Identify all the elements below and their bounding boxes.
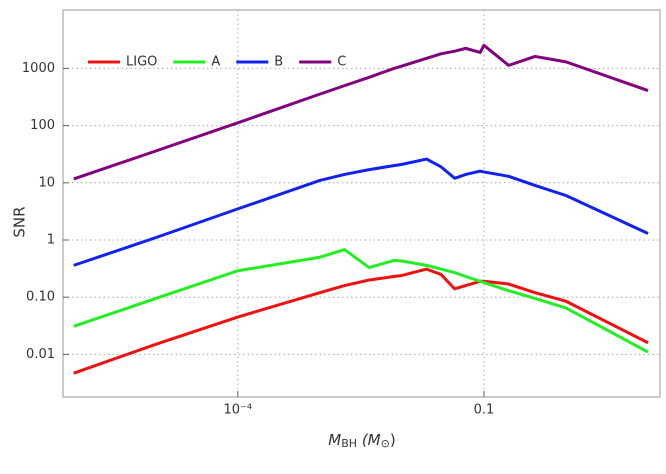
legend-label: A xyxy=(211,55,220,70)
y-tick-label: 0.10 xyxy=(26,290,55,305)
x-tick-label: 0.1 xyxy=(474,403,495,418)
x-tick-label: 10⁻⁴ xyxy=(223,403,252,418)
y-tick-label: 1000 xyxy=(22,61,55,76)
legend-label: C xyxy=(337,55,346,70)
x-axis-label-part: M xyxy=(328,431,341,449)
y-tick-label: 1 xyxy=(47,233,55,248)
y-tick-label: 100 xyxy=(30,118,55,133)
legend-label: B xyxy=(274,55,283,70)
series-line xyxy=(73,267,649,375)
y-axis-label: SNR xyxy=(11,206,29,237)
series-line xyxy=(73,43,649,181)
x-axis-label-part: ⊙ xyxy=(381,437,390,450)
x-axis-label-part: ) xyxy=(390,431,396,449)
x-axis-label: MBH (M⊙) xyxy=(328,431,395,451)
y-tick-label: 0.01 xyxy=(26,347,55,362)
legend-label: LIGO xyxy=(126,55,157,70)
y-tick-label: 10 xyxy=(38,175,55,190)
x-axis-label-part: BH xyxy=(341,437,357,450)
series-line xyxy=(73,248,649,354)
x-axis-label-part: (M xyxy=(357,431,381,449)
series-line xyxy=(73,157,649,267)
plot-frame xyxy=(62,9,661,398)
